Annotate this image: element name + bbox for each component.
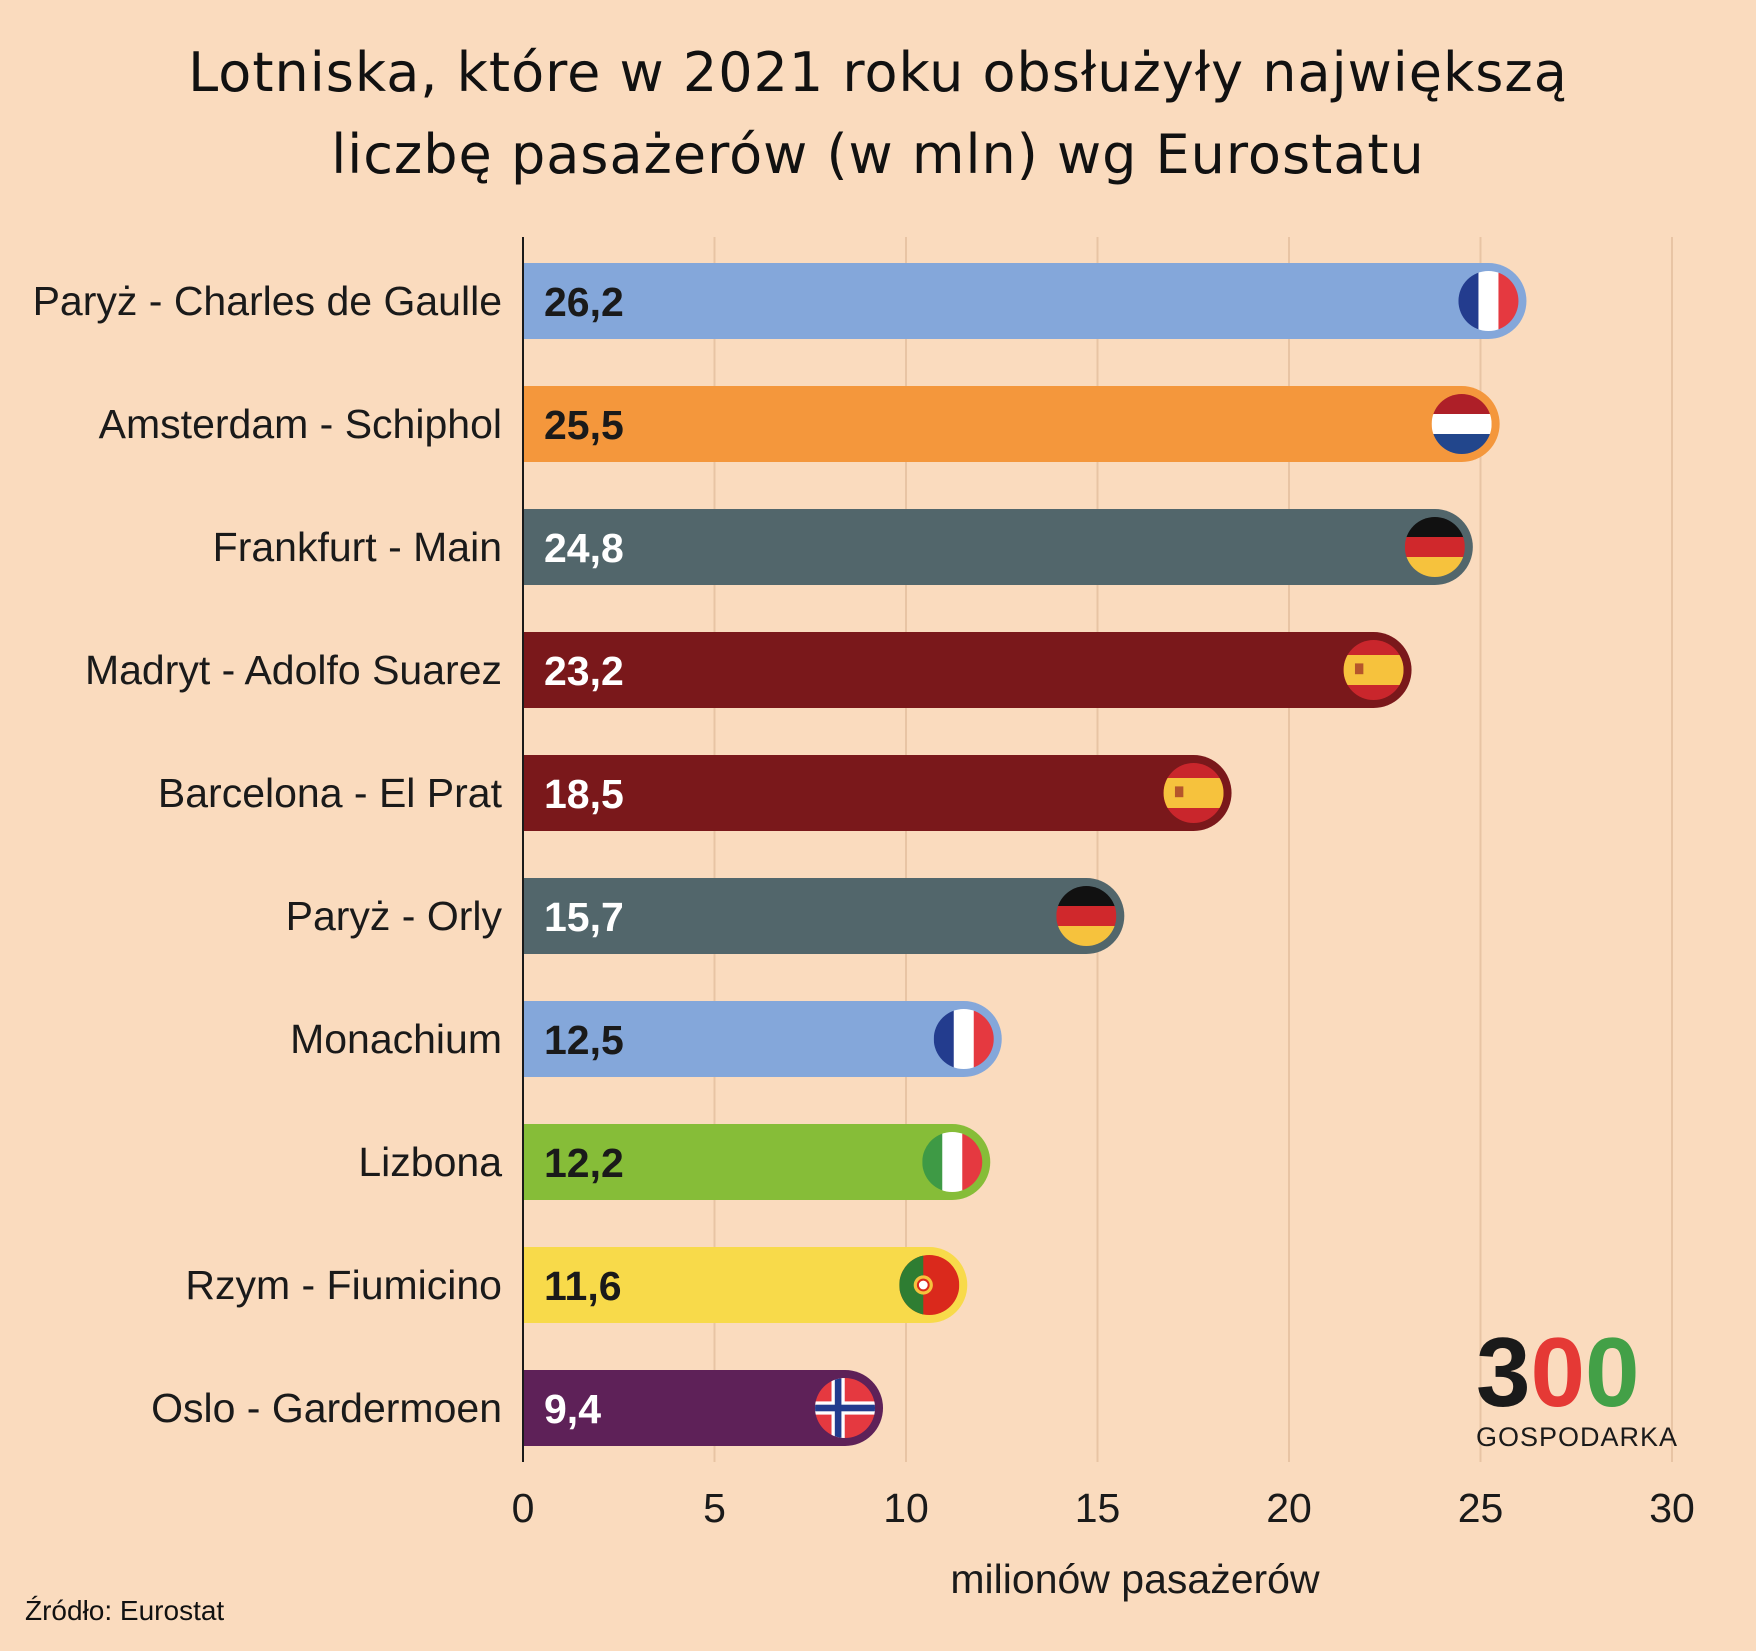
category-label: Oslo - Gardermoen	[151, 1385, 502, 1431]
value-label: 25,5	[544, 402, 624, 448]
x-tick-label: 25	[1458, 1485, 1504, 1531]
flag-france-icon	[933, 1009, 994, 1069]
logo-digit-3: 0	[1585, 1317, 1640, 1427]
category-label: Rzym - Fiumicino	[185, 1262, 502, 1308]
category-label: Frankfurt - Main	[213, 524, 502, 570]
logo-300-gospodarka: 3 0 0 GOSPODARKA	[1476, 1317, 1698, 1452]
value-label: 9,4	[544, 1386, 601, 1432]
bars	[523, 263, 1527, 1446]
bar-7	[523, 1001, 1002, 1077]
bar-2	[523, 386, 1500, 462]
flag-portugal-icon	[899, 1255, 960, 1315]
source-note: Źródło: Eurostat	[25, 1595, 225, 1626]
bar-5	[523, 755, 1232, 831]
bar-1	[523, 263, 1527, 339]
bar-3	[523, 509, 1473, 585]
chart-title: Lotniska, które w 2021 roku obsłużyły na…	[0, 32, 1756, 196]
bar-6	[523, 878, 1125, 954]
value-label: 18,5	[544, 771, 624, 817]
logo-digit-2: 0	[1530, 1317, 1586, 1427]
category-label: Paryż - Charles de Gaulle	[33, 278, 502, 324]
category-label: Barcelona - El Prat	[158, 770, 503, 816]
bar-4	[523, 632, 1412, 708]
value-label: 12,5	[544, 1017, 624, 1063]
logo-text: GOSPODARKA	[1476, 1422, 1679, 1452]
flag-germany-icon	[1404, 517, 1465, 577]
x-tick-label: 15	[1075, 1485, 1121, 1531]
value-label: 11,6	[544, 1263, 622, 1309]
flag-france-icon	[1458, 271, 1519, 331]
flag-norway-icon	[815, 1378, 876, 1438]
category-label: Lizbona	[358, 1139, 502, 1185]
chart-title-line-1: Lotniska, które w 2021 roku obsłużyły na…	[188, 41, 1568, 104]
value-label: 26,2	[544, 279, 624, 325]
flag-italy-icon	[922, 1132, 983, 1192]
bar-9	[523, 1247, 968, 1323]
chart-title-line-2: liczbę pasażerów (w mln) wg Eurostatu	[331, 123, 1425, 186]
category-label: Paryż - Orly	[286, 893, 503, 939]
x-tick-label: 0	[512, 1485, 535, 1531]
flag-spain-icon	[1163, 763, 1224, 823]
category-label: Amsterdam - Schiphol	[99, 401, 502, 447]
flag-germany-icon	[1056, 886, 1117, 946]
category-labels: Paryż - Charles de Gaulle 26,2 Amsterdam -…	[33, 278, 624, 1432]
value-label: 24,8	[544, 525, 624, 571]
flag-spain-icon	[1343, 640, 1404, 700]
x-axis-title: milionów pasażerów	[950, 1556, 1320, 1602]
flag-netherlands-icon	[1431, 394, 1492, 454]
bar-8	[523, 1124, 991, 1200]
x-tick-label: 30	[1649, 1485, 1695, 1531]
logo-digit-1: 3	[1476, 1317, 1531, 1427]
bar-10	[523, 1370, 884, 1446]
x-axis-ticks: 0 5 10 15 20 25 30	[512, 1485, 1695, 1531]
category-label: Monachium	[290, 1016, 502, 1062]
category-label: Madryt - Adolfo Suarez	[85, 647, 502, 693]
value-label: 15,7	[544, 894, 624, 940]
x-tick-label: 5	[703, 1485, 726, 1531]
x-tick-label: 10	[883, 1485, 929, 1531]
value-label: 12,2	[544, 1140, 624, 1186]
value-label: 23,2	[544, 648, 624, 694]
x-tick-label: 20	[1266, 1485, 1312, 1531]
